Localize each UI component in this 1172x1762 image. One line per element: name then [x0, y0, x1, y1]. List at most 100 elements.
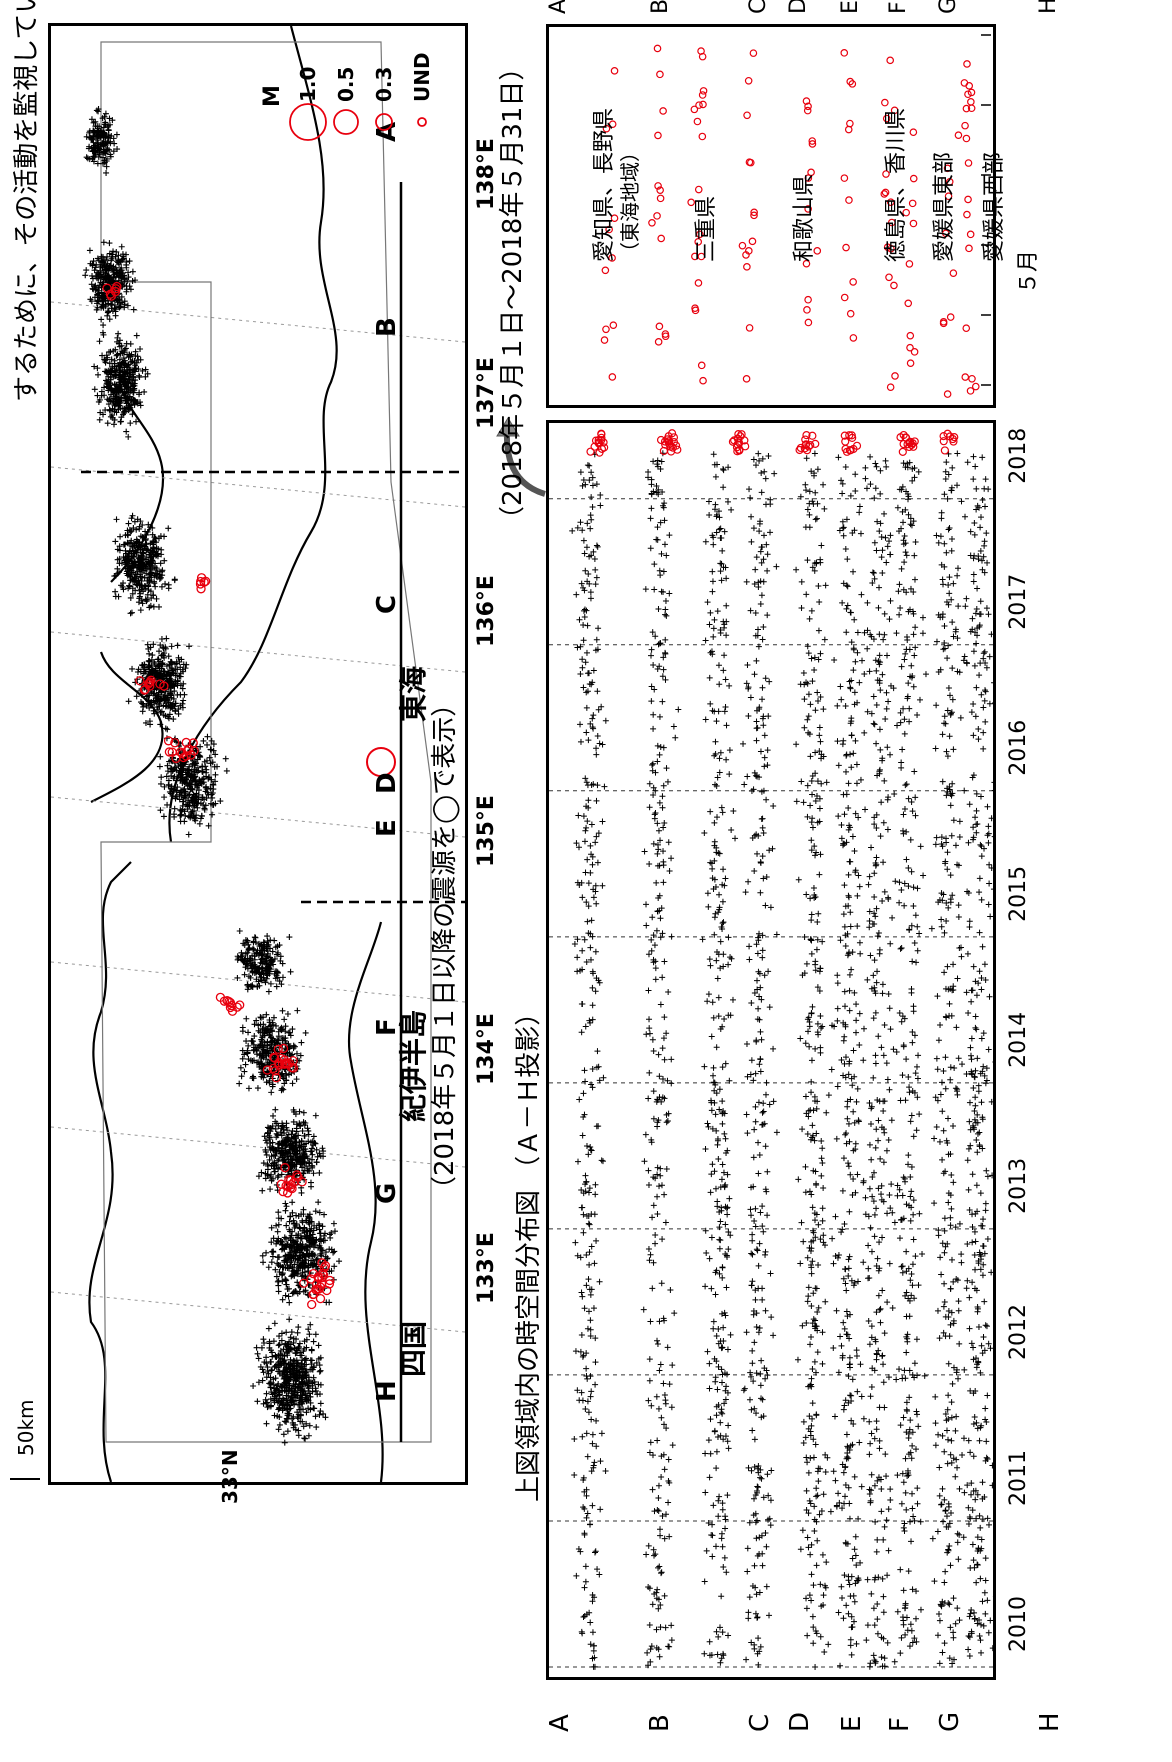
event-mark [856, 509, 863, 516]
event-mark [949, 696, 956, 703]
event-mark [664, 1117, 671, 1124]
event-mark [578, 580, 585, 587]
epicenter-mark [283, 1222, 290, 1229]
event-mark [901, 559, 908, 566]
event-mark [654, 862, 661, 869]
event-mark [771, 470, 778, 477]
event-mark [746, 956, 753, 963]
event-mark [589, 1084, 596, 1091]
event-mark [934, 1307, 941, 1314]
epicenter-mark [307, 1366, 314, 1373]
epicenter-mark [177, 691, 184, 698]
epicenter-mark [303, 1420, 310, 1427]
event-mark [802, 1093, 809, 1100]
event-mark [871, 539, 878, 546]
event-mark [808, 1375, 815, 1382]
event-mark [591, 1549, 598, 1556]
event-mark [820, 1491, 827, 1498]
epicenter-mark [285, 1341, 292, 1348]
event-mark [753, 1246, 760, 1253]
event-mark [871, 893, 878, 900]
event-mark [751, 1339, 758, 1346]
event-mark [956, 1617, 963, 1624]
legend-circle-icon [375, 113, 393, 131]
epicenter-mark [96, 338, 103, 345]
event-mark [797, 1260, 804, 1267]
event-mark [723, 1569, 730, 1576]
event-mark [956, 1485, 963, 1492]
map-section-letter: E [372, 819, 402, 837]
event-mark [602, 1468, 609, 1475]
epicenter-mark [274, 1228, 281, 1235]
epicenter-mark [265, 1325, 272, 1332]
event-mark [844, 583, 851, 590]
epicenter-mark [319, 1145, 326, 1152]
event-mark [911, 940, 918, 947]
epicenter-mark [236, 1080, 243, 1087]
event-mark [931, 1200, 938, 1207]
epicenter-mark [304, 1125, 311, 1132]
event-mark [752, 1296, 759, 1303]
epicenter-mark [312, 1331, 319, 1338]
event-mark [586, 1308, 593, 1315]
event-mark [980, 1063, 987, 1070]
epicenter-mark [293, 1336, 300, 1343]
event-mark [908, 1455, 915, 1462]
event-mark [751, 580, 758, 587]
event-mark [812, 1441, 819, 1448]
event-mark [588, 1147, 595, 1154]
event-mark [875, 1117, 882, 1124]
event-mark [942, 1054, 949, 1061]
event-mark [977, 1637, 984, 1644]
epicenter-mark [284, 1373, 291, 1380]
epicenter-mark [158, 774, 165, 781]
epicenter-mark [330, 1220, 337, 1227]
event-mark [861, 670, 868, 677]
event-mark [579, 947, 586, 954]
legend-label: UND [410, 52, 434, 102]
epicenter-mark [150, 641, 157, 648]
coastline [168, 26, 338, 843]
event-mark [800, 1440, 807, 1447]
event-mark [721, 1015, 728, 1022]
event-mark [900, 827, 907, 834]
event-mark [663, 552, 670, 559]
event-mark [859, 657, 866, 664]
event-mark [874, 1255, 881, 1262]
event-mark [946, 590, 953, 597]
epicenter-mark [307, 1393, 314, 1400]
event-mark [834, 1017, 841, 1024]
epicenter-mark [305, 1432, 312, 1439]
event-mark [753, 657, 760, 664]
event-mark [812, 489, 819, 496]
event-mark [577, 469, 584, 476]
epicenter-mark [296, 1340, 303, 1347]
epicenter-mark [289, 1397, 296, 1404]
epicenter-mark [305, 1397, 312, 1404]
legend-label: 0.5 [334, 66, 358, 102]
event-mark [871, 1622, 878, 1629]
event-mark [817, 1633, 824, 1640]
epicenter-mark [275, 1380, 282, 1387]
epicenter-mark [272, 1353, 279, 1360]
event-mark [764, 1212, 771, 1219]
event-mark [652, 810, 659, 817]
event-mark [877, 490, 884, 497]
region-outline [100, 41, 432, 1443]
epicenter-mark [296, 1343, 303, 1350]
epicenter-mark [270, 1376, 277, 1383]
event-mark [706, 1638, 713, 1645]
event-mark [811, 1358, 818, 1365]
event-mark [928, 925, 935, 932]
epicenter-mark [309, 1380, 316, 1387]
event-mark [873, 667, 880, 674]
event-mark [896, 1366, 903, 1373]
event-mark [883, 1517, 890, 1524]
event-mark [588, 1081, 595, 1088]
event-mark [714, 1651, 721, 1658]
event-mark [804, 643, 811, 650]
event-mark [809, 1122, 816, 1129]
epicenter-mark [272, 1106, 279, 1113]
event-mark [764, 1471, 771, 1478]
epicenter-mark [313, 1146, 320, 1153]
